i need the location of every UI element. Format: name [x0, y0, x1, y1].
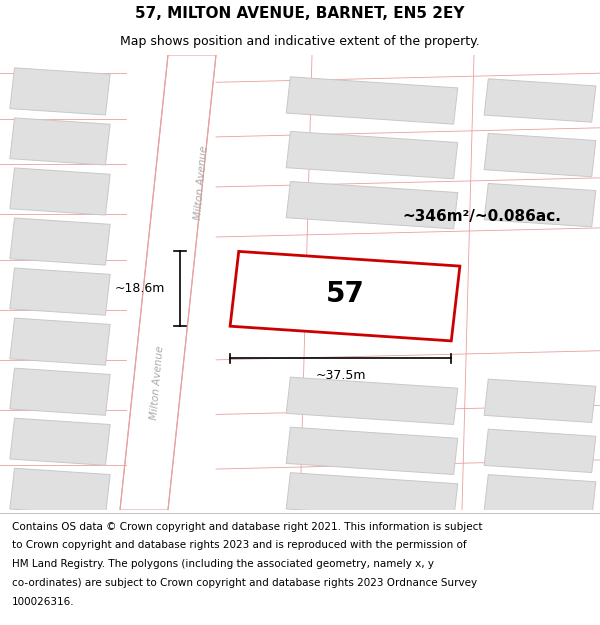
Text: to Crown copyright and database rights 2023 and is reproduced with the permissio: to Crown copyright and database rights 2…	[12, 541, 467, 551]
Polygon shape	[10, 168, 110, 215]
Text: Milton Avenue: Milton Avenue	[193, 145, 209, 220]
Polygon shape	[10, 368, 110, 415]
Polygon shape	[484, 79, 596, 122]
Polygon shape	[10, 268, 110, 315]
Polygon shape	[10, 68, 110, 115]
Polygon shape	[484, 429, 596, 472]
Polygon shape	[484, 474, 596, 518]
Text: Milton Avenue: Milton Avenue	[149, 345, 166, 420]
Polygon shape	[286, 131, 458, 179]
Polygon shape	[120, 55, 216, 510]
Text: Contains OS data © Crown copyright and database right 2021. This information is : Contains OS data © Crown copyright and d…	[12, 521, 482, 531]
Polygon shape	[10, 318, 110, 365]
Polygon shape	[10, 418, 110, 466]
Text: co-ordinates) are subject to Crown copyright and database rights 2023 Ordnance S: co-ordinates) are subject to Crown copyr…	[12, 578, 477, 588]
Polygon shape	[286, 77, 458, 124]
Polygon shape	[10, 118, 110, 165]
Polygon shape	[286, 377, 458, 424]
Text: Map shows position and indicative extent of the property.: Map shows position and indicative extent…	[120, 35, 480, 48]
Text: 57: 57	[326, 280, 364, 308]
Polygon shape	[230, 251, 460, 341]
Polygon shape	[484, 184, 596, 227]
Text: ~18.6m: ~18.6m	[115, 282, 165, 296]
Polygon shape	[484, 379, 596, 423]
Polygon shape	[10, 218, 110, 265]
Polygon shape	[286, 472, 458, 520]
Polygon shape	[286, 427, 458, 474]
Polygon shape	[10, 468, 110, 516]
Polygon shape	[286, 181, 458, 229]
Text: ~346m²/~0.086ac.: ~346m²/~0.086ac.	[402, 209, 561, 224]
Text: HM Land Registry. The polygons (including the associated geometry, namely x, y: HM Land Registry. The polygons (includin…	[12, 559, 434, 569]
Text: 57, MILTON AVENUE, BARNET, EN5 2EY: 57, MILTON AVENUE, BARNET, EN5 2EY	[135, 6, 465, 21]
Text: 100026316.: 100026316.	[12, 598, 74, 608]
Polygon shape	[484, 133, 596, 177]
Text: ~37.5m: ~37.5m	[316, 369, 366, 382]
